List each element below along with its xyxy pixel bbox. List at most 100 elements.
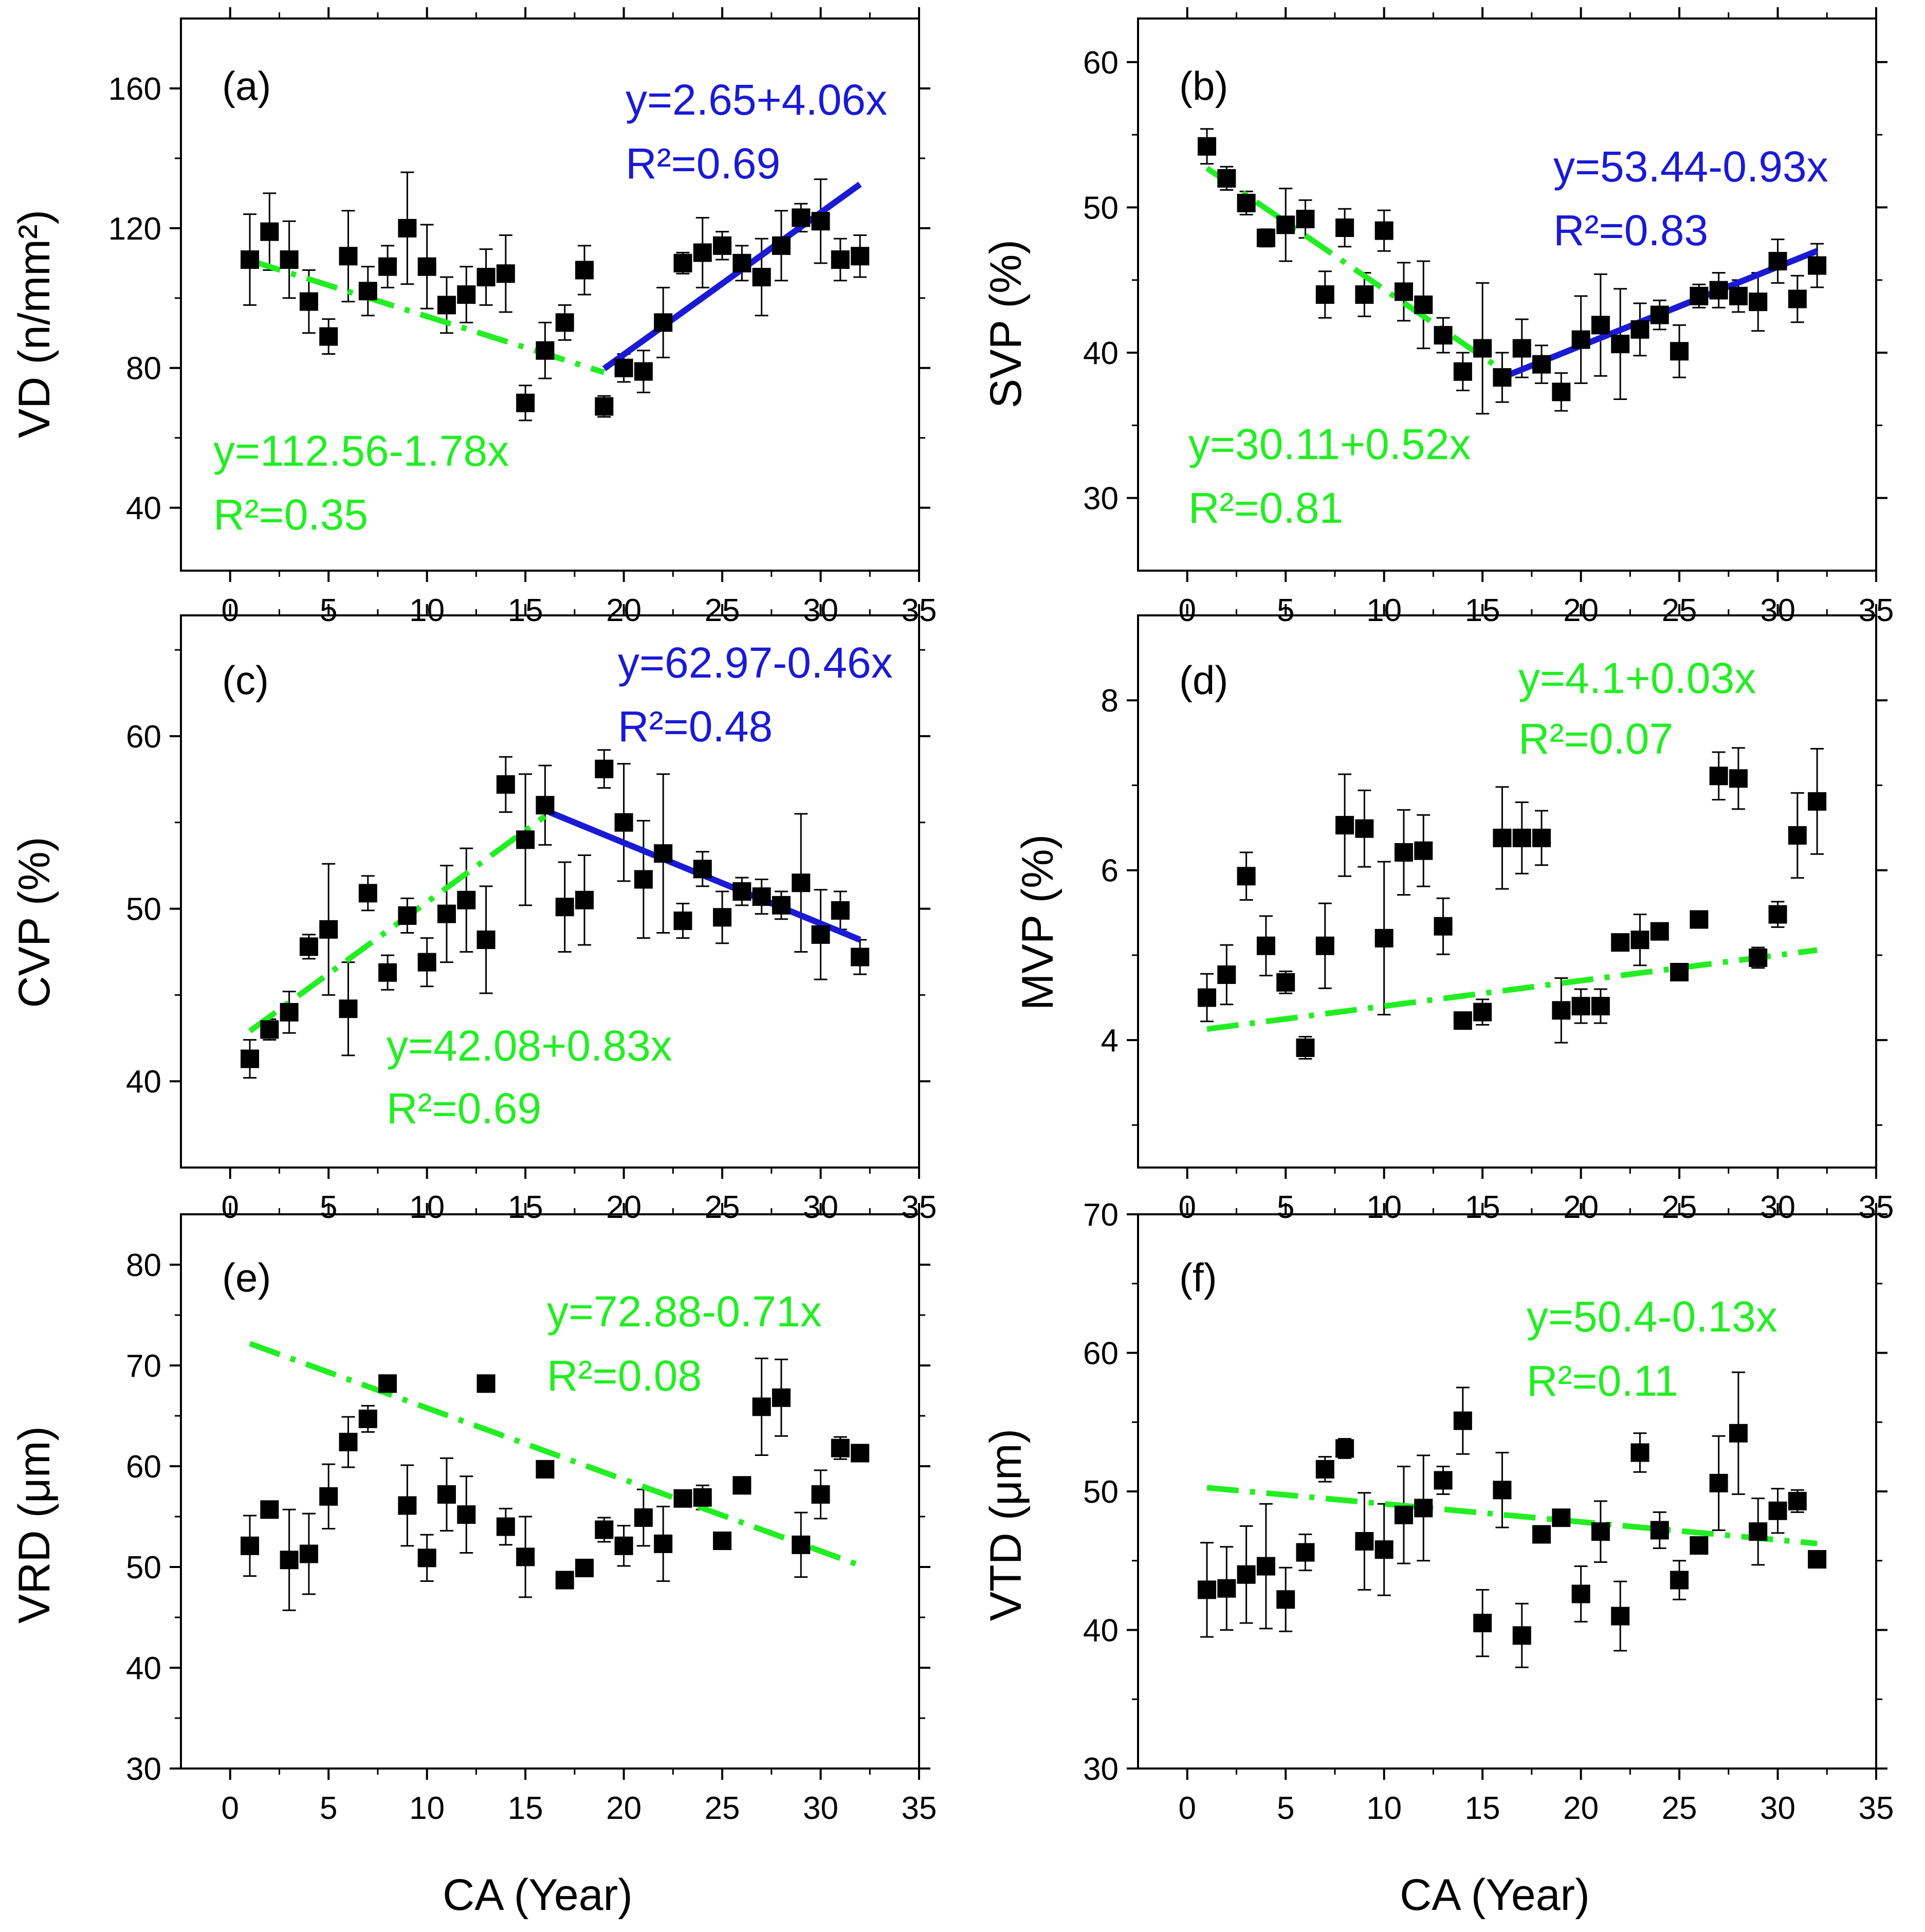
data-point-d [1374, 928, 1394, 947]
data-point-c [713, 908, 732, 927]
fit-equation-d-green: y=4.1+0.03x [1518, 654, 1756, 702]
data-point-d [1473, 1003, 1492, 1022]
data-point-d [1217, 965, 1236, 984]
data-point-f [1690, 1536, 1709, 1555]
data-point-d [1709, 767, 1728, 786]
data-point-b [1670, 342, 1689, 361]
fit-r2-c-green: R²=0.69 [387, 1084, 541, 1133]
data-point-e [673, 1489, 692, 1508]
data-point-a [536, 341, 555, 360]
y-axis-label-f: VTD (μm) [981, 1429, 1031, 1621]
data-point-a [673, 253, 692, 272]
fit-equation-f-green: y=50.4-0.13x [1527, 1292, 1777, 1341]
y-tick-label-a: 160 [108, 71, 161, 107]
y-tick-label-f: 40 [1083, 1613, 1119, 1649]
panel-label-f: (f) [1179, 1255, 1217, 1300]
data-point-a [457, 285, 476, 304]
x-tick-label-f: 20 [1563, 1791, 1599, 1826]
data-point-c [752, 887, 771, 906]
data-point-f [1198, 1580, 1217, 1599]
data-point-f [1650, 1521, 1669, 1540]
y-tick-label-b: 30 [1083, 481, 1119, 517]
y-axis-label-a: VD (n/mm²) [10, 210, 59, 438]
data-point-d [1532, 828, 1551, 847]
data-point-a [417, 257, 436, 276]
data-point-e [417, 1548, 436, 1568]
x-tick-label-e: 20 [606, 1791, 641, 1826]
y-tick-label-e: 50 [126, 1550, 161, 1585]
data-point-d [1512, 828, 1531, 847]
x-tick-label-e: 25 [705, 1791, 740, 1826]
data-point-b [1394, 282, 1413, 301]
x-tick-label-e: 35 [902, 1791, 937, 1826]
data-point-c [339, 999, 358, 1018]
plot-frame-a [180, 17, 920, 572]
data-point-e [437, 1485, 456, 1504]
data-point-b [1198, 137, 1217, 156]
panel-label-d: (d) [1179, 658, 1228, 703]
data-point-e [555, 1571, 574, 1590]
data-point-f [1414, 1499, 1433, 1518]
data-point-a [437, 296, 456, 315]
data-point-a [555, 313, 574, 332]
data-point-a [299, 292, 318, 311]
x-axis-label-left: CA (Year) [443, 1870, 633, 1920]
data-point-b [1729, 286, 1748, 305]
x-tick-label-e: 15 [508, 1791, 543, 1826]
data-point-f [1808, 1550, 1827, 1569]
plot-frame-b [1137, 17, 1877, 572]
data-point-b [1591, 316, 1610, 335]
data-point-d [1768, 905, 1787, 924]
data-point-f [1709, 1473, 1728, 1492]
data-point-f [1788, 1491, 1807, 1510]
data-point-a [398, 218, 417, 238]
x-tick-label-f: 15 [1465, 1791, 1500, 1826]
data-point-a [595, 397, 614, 416]
y-tick-label-e: 40 [126, 1651, 161, 1686]
plot-frame-c [180, 614, 920, 1169]
y-tick-label-b: 50 [1083, 190, 1119, 226]
data-point-c [634, 870, 653, 889]
panel-c: (c) CVP (%) y=42.08+0.83x R²=0.69 y=62.9… [10, 604, 937, 1225]
data-point-f [1768, 1501, 1787, 1520]
data-point-e [299, 1544, 318, 1563]
data-point-e [595, 1520, 614, 1539]
data-point-e [378, 1374, 397, 1393]
y-tick-label-f: 50 [1083, 1474, 1119, 1510]
data-point-b [1315, 285, 1334, 304]
data-point-c [299, 937, 318, 956]
fit-r2-a-green: R²=0.35 [213, 490, 368, 539]
data-point-f [1670, 1571, 1689, 1590]
data-point-d [1591, 997, 1610, 1016]
fit-equation-a-blue: y=2.65+4.06x [626, 76, 887, 124]
data-point-b [1217, 169, 1236, 188]
data-point-c [555, 898, 574, 917]
y-tick-label-a: 120 [108, 211, 161, 247]
data-point-f [1237, 1565, 1256, 1584]
y-tick-label-e: 60 [126, 1449, 161, 1485]
fit-equation-c-green: y=42.08+0.83x [387, 1022, 672, 1070]
y-tick-label-c: 40 [126, 1064, 161, 1100]
data-point-e [339, 1432, 358, 1451]
data-point-c [457, 890, 476, 909]
data-point-e [241, 1536, 260, 1555]
y-tick-label-b: 40 [1083, 336, 1119, 371]
y-tick-label-e: 30 [126, 1752, 161, 1787]
y-tick-label-c: 60 [126, 719, 161, 755]
panel-b: (b) SVP (%) y=30.11+0.52x R²=0.81 y=53.4… [981, 7, 1894, 628]
plot-frame-e [180, 1213, 920, 1770]
data-point-a [851, 247, 870, 266]
data-point-a [339, 247, 358, 266]
x-tick-label-f: 25 [1662, 1791, 1697, 1826]
y-tick-label-a: 40 [126, 491, 161, 526]
x-tick-label-e: 10 [409, 1791, 445, 1826]
data-point-a [693, 243, 712, 262]
plot-frame-d [1137, 614, 1877, 1169]
x-tick-label-e: 30 [803, 1791, 838, 1826]
data-point-e [319, 1487, 338, 1506]
data-point-b [1335, 218, 1354, 237]
data-point-a [476, 268, 496, 287]
data-point-f [1315, 1460, 1334, 1479]
data-point-c [417, 953, 436, 972]
